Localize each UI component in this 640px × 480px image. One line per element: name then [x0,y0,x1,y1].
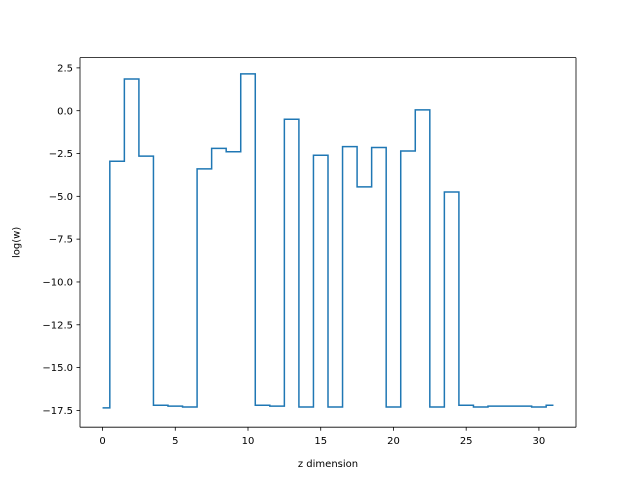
x-tick-label: 0 [99,436,105,447]
x-tick-label: 5 [172,436,178,447]
y-tick-label: −15.0 [42,363,73,374]
series-line [102,73,554,409]
x-tick-label: 10 [242,436,255,447]
x-tick-label: 15 [314,436,327,447]
axes-frame [79,57,577,428]
y-tick-label: −2.5 [49,149,73,160]
y-tick-label: 2.5 [57,63,73,74]
x-tick-label: 20 [387,436,400,447]
y-tick-label: 0.0 [57,106,73,117]
x-axis-label: z dimension [298,459,358,470]
y-tick-label: −5.0 [49,192,73,203]
x-tick-label: 30 [533,436,546,447]
y-tick-label: −17.5 [42,406,73,417]
y-tick-label: −12.5 [42,320,73,331]
x-tick-label: 25 [460,436,473,447]
x-axis: 0 5 10 15 20 25 30 [99,427,545,447]
y-axis-label: log(w) [12,227,23,258]
series-layer [102,73,554,409]
y-axis: 2.5 0.0 −2.5 −5.0 −7.5 −10.0 −12.5 −15.0 −17.5 [42,63,80,417]
y-tick-label: −7.5 [49,235,73,246]
y-tick-label: −10.0 [42,278,73,289]
